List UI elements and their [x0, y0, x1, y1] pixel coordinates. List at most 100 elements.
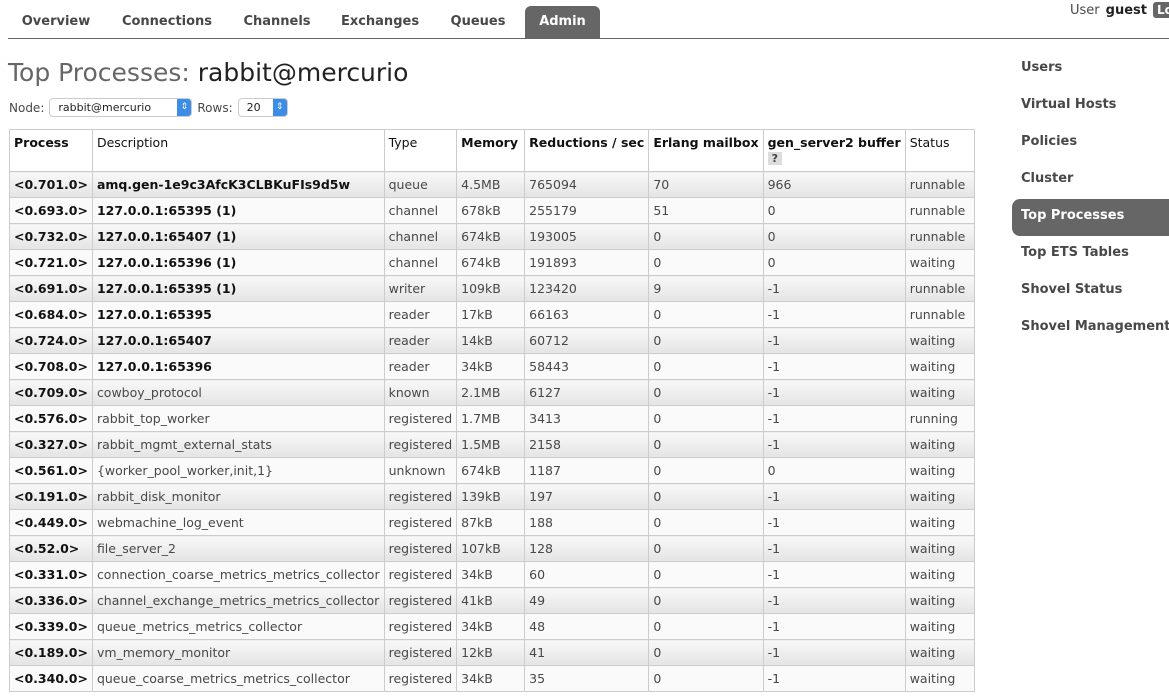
table-cell: 34kB — [456, 665, 526, 692]
tab-connections[interactable]: Connections — [121, 14, 213, 29]
table-cell: 34kB — [456, 613, 526, 640]
table-cell: 14kB — [456, 327, 526, 354]
table-cell: reader — [383, 301, 458, 328]
sidebar-item-shovel-status[interactable]: Shovel Status — [1021, 282, 1123, 297]
table-cell[interactable]: <0.189.0> — [9, 639, 93, 666]
table-cell[interactable]: <0.52.0> — [9, 535, 93, 562]
admin-sidebar: Users Virtual Hosts Policies Cluster Top Pro… — [1012, 51, 1169, 347]
table-cell[interactable]: 127.0.0.1:65396 — [91, 353, 385, 380]
tab-queues[interactable]: Queues — [450, 14, 506, 29]
table-cell: waiting — [904, 509, 975, 536]
sidebar-item-shovel-management[interactable]: Shovel Management — [1021, 319, 1169, 334]
table-cell: 109kB — [456, 275, 526, 302]
table-cell: 0 — [648, 509, 764, 536]
help-icon[interactable]: ? — [767, 152, 782, 165]
sidebar-item-users[interactable]: Users — [1021, 60, 1063, 75]
table-cell[interactable]: 127.0.0.1:65407 — [91, 327, 385, 354]
table-cell[interactable]: <0.331.0> — [9, 561, 93, 588]
table-cell: 0 — [648, 379, 764, 406]
table-cell[interactable]: <0.576.0> — [9, 405, 93, 432]
table-cell[interactable]: rabbit_top_worker — [91, 405, 385, 432]
table-cell: 0 — [648, 431, 764, 458]
sidebar-item-cluster[interactable]: Cluster — [1021, 171, 1074, 186]
sidebar-item-top-processes[interactable]: Top Processes — [1012, 199, 1169, 236]
table-cell: registered — [383, 613, 458, 640]
tab-exchanges[interactable]: Exchanges — [340, 14, 420, 29]
tab-overview[interactable]: Overview — [21, 14, 91, 29]
table-cell: registered — [383, 431, 458, 458]
table-cell[interactable]: <0.327.0> — [9, 431, 93, 458]
table-cell: waiting — [904, 327, 975, 354]
table-cell[interactable]: <0.561.0> — [9, 457, 93, 484]
sidebar-item-policies[interactable]: Policies — [1021, 134, 1078, 149]
table-cell: writer — [383, 275, 458, 302]
table-cell[interactable]: <0.721.0> — [9, 249, 93, 276]
table-cell: 1.7MB — [456, 405, 526, 432]
rows-select[interactable]: 20 ⇕ — [237, 98, 288, 117]
tab-admin[interactable]: Admin — [525, 6, 600, 39]
table-cell[interactable]: {worker_pool_worker,init,1} — [91, 457, 385, 484]
table-cell[interactable]: connection_coarse_metrics_metrics_collec… — [91, 561, 385, 588]
table-cell: 9 — [648, 275, 764, 302]
table-cell[interactable]: <0.684.0> — [9, 301, 93, 328]
table-cell: 0 — [648, 301, 764, 328]
table-cell[interactable]: rabbit_disk_monitor — [91, 483, 385, 510]
table-cell[interactable]: <0.693.0> — [9, 197, 93, 224]
table-cell[interactable]: <0.708.0> — [9, 353, 93, 380]
table-cell: -1 — [762, 483, 906, 510]
table-cell: -1 — [762, 327, 906, 354]
table-cell[interactable]: <0.339.0> — [9, 613, 93, 640]
table-cell: registered — [383, 535, 458, 562]
table-cell: waiting — [904, 535, 975, 562]
node-select-value: rabbit@mercurio — [58, 101, 152, 114]
table-cell[interactable]: amq.gen-1e9c3AfcK3CLBKuFIs9d5w — [91, 171, 385, 198]
sidebar-item-virtual-hosts[interactable]: Virtual Hosts — [1021, 97, 1117, 112]
table-cell: waiting — [904, 353, 975, 380]
table-cell: 255179 — [524, 197, 650, 224]
table-cell[interactable]: <0.691.0> — [9, 275, 93, 302]
table-cell: channel — [383, 249, 458, 276]
table-cell[interactable]: <0.724.0> — [9, 327, 93, 354]
table-cell[interactable]: 127.0.0.1:65407 (1) — [91, 223, 385, 250]
logout-button[interactable]: Log out — [1153, 2, 1169, 18]
table-cell[interactable]: <0.336.0> — [9, 587, 93, 614]
sidebar-item-top-ets-tables[interactable]: Top ETS Tables — [1021, 245, 1129, 260]
table-cell: waiting — [904, 639, 975, 666]
table-cell[interactable]: 127.0.0.1:65396 (1) — [91, 249, 385, 276]
table-cell: 765094 — [524, 171, 650, 198]
table-row: <0.189.0> vm_memory_monitor registered 12kB… — [9, 639, 975, 666]
table-cell[interactable]: cowboy_protocol — [91, 379, 385, 406]
table-cell: 12kB — [456, 639, 526, 666]
table-cell: 1187 — [524, 457, 650, 484]
table-cell: 188 — [524, 509, 650, 536]
table-cell: channel — [383, 223, 458, 250]
table-cell[interactable]: 127.0.0.1:65395 (1) — [91, 275, 385, 302]
table-cell: 193005 — [524, 223, 650, 250]
table-cell: 48 — [524, 613, 650, 640]
table-cell: 0 — [762, 197, 906, 224]
table-row: <0.561.0> {worker_pool_worker,init,1} unkn… — [9, 457, 975, 484]
table-cell: -1 — [762, 405, 906, 432]
node-select[interactable]: rabbit@mercurio ⇕ — [49, 98, 193, 117]
table-cell[interactable]: queue_coarse_metrics_metrics_collector — [91, 665, 385, 692]
table-cell[interactable]: <0.191.0> — [9, 483, 93, 510]
table-cell: waiting — [904, 561, 975, 588]
table-cell[interactable]: <0.732.0> — [9, 223, 93, 250]
table-cell[interactable]: file_server_2 — [91, 535, 385, 562]
table-cell: 123420 — [524, 275, 650, 302]
table-cell[interactable]: <0.449.0> — [9, 509, 93, 536]
table-cell[interactable]: 127.0.0.1:65395 (1) — [91, 197, 385, 224]
table-cell[interactable]: vm_memory_monitor — [91, 639, 385, 666]
table-cell[interactable]: rabbit_mgmt_external_stats — [91, 431, 385, 458]
table-cell[interactable]: <0.340.0> — [9, 665, 93, 692]
table-cell: 678kB — [456, 197, 526, 224]
table-cell[interactable]: <0.701.0> — [9, 171, 93, 198]
table-cell[interactable]: queue_metrics_metrics_collector — [91, 613, 385, 640]
table-cell: 58443 — [524, 353, 650, 380]
table-cell[interactable]: webmachine_log_event — [91, 509, 385, 536]
tab-channels[interactable]: Channels — [243, 14, 311, 29]
table-cell[interactable]: 127.0.0.1:65395 — [91, 301, 385, 328]
table-cell[interactable]: channel_exchange_metrics_metrics_collect… — [91, 587, 385, 614]
table-cell[interactable]: <0.709.0> — [9, 379, 93, 406]
table-row: <0.721.0> 127.0.0.1:65396 (1) channel 674kB… — [9, 249, 975, 276]
